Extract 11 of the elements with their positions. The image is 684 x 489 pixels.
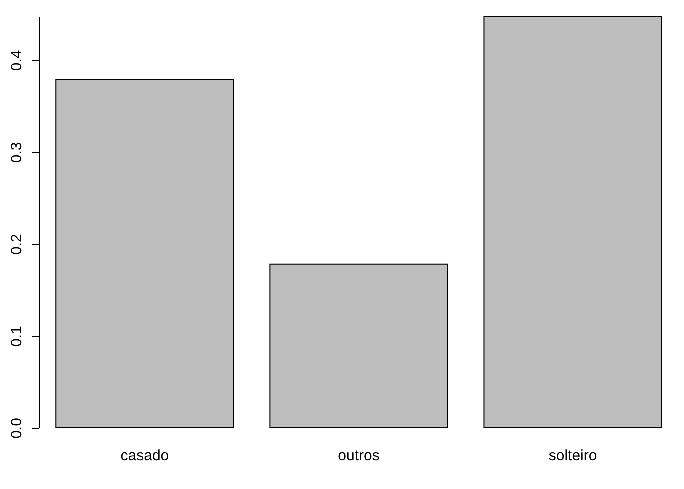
- bar: [270, 264, 448, 428]
- x-tick-label: casado: [120, 448, 170, 464]
- y-tick-label: 0.1: [8, 326, 26, 347]
- bar: [56, 79, 234, 428]
- x-tick-label: solteiro: [548, 448, 598, 464]
- y-tick-label: 0.0: [8, 418, 26, 439]
- y-tick-label: 0.4: [8, 50, 26, 72]
- y-tick-label: 0.2: [8, 234, 26, 256]
- x-tick-label: outros: [338, 448, 380, 464]
- bar: [484, 16, 662, 428]
- y-tick-label: 0.3: [8, 142, 26, 164]
